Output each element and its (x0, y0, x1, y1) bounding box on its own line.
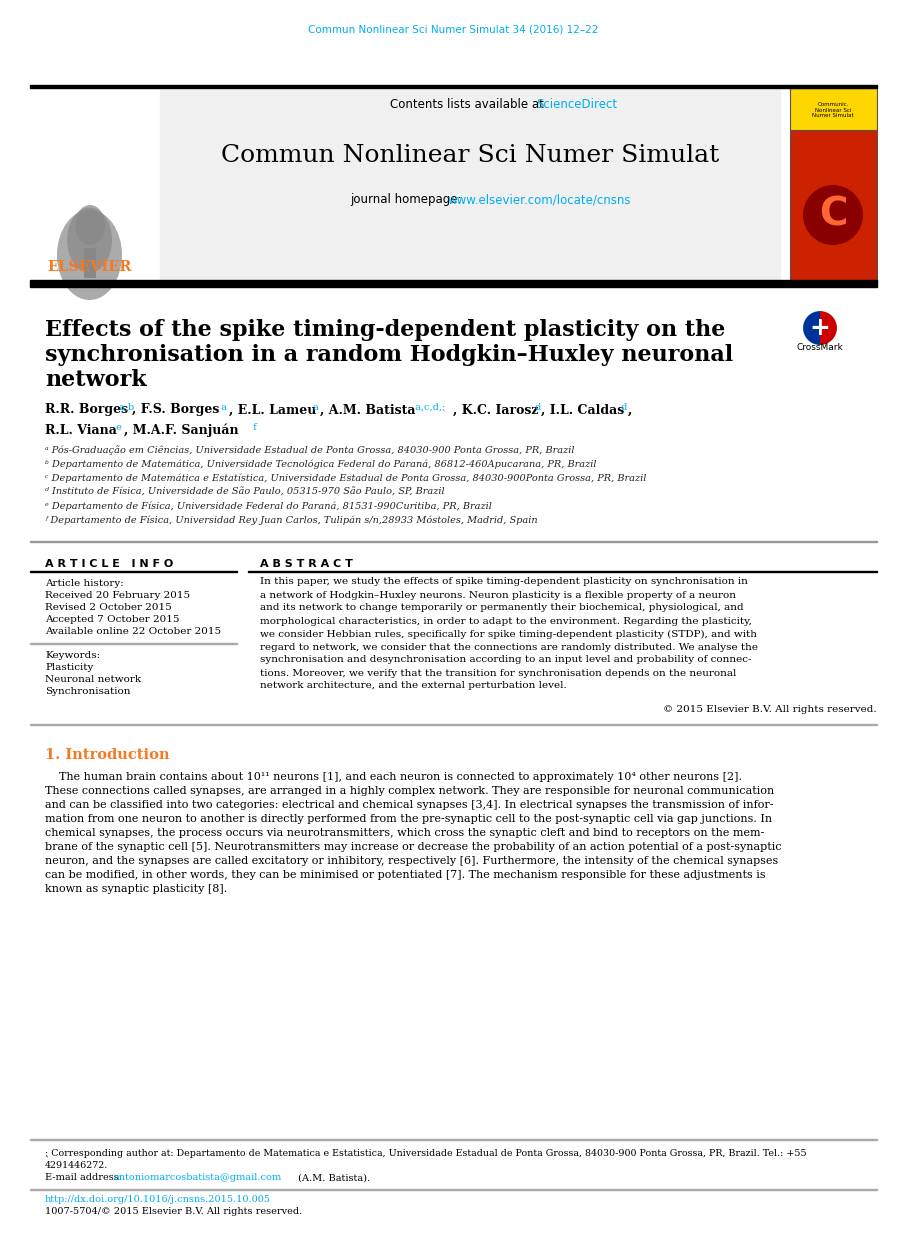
Text: 1. Introduction: 1. Introduction (45, 748, 170, 763)
Ellipse shape (75, 206, 105, 245)
Bar (160, 90, 780, 282)
Text: a,b: a,b (116, 402, 134, 411)
Text: The human brain contains about 10¹¹ neurons [1], and each neuron is connected to: The human brain contains about 10¹¹ neur… (45, 773, 742, 782)
Text: ᵈ Instituto de Física, Universidade de São Paulo, 05315-970 São Paulo, SP, Brazi: ᵈ Instituto de Física, Universidade de S… (45, 488, 444, 496)
Text: , I.L. Caldas: , I.L. Caldas (541, 404, 624, 416)
Text: In this paper, we study the effects of spike timing-dependent plasticity on sync: In this paper, we study the effects of s… (260, 577, 748, 587)
Text: Article history:: Article history: (45, 579, 123, 588)
Text: Contents lists available at: Contents lists available at (390, 98, 548, 110)
Text: can be modified, in other words, they can be minimised or potentiated [7]. The m: can be modified, in other words, they ca… (45, 870, 766, 880)
Text: ᶠ Departamento de Física, Universidad Rey Juan Carlos, Tulipán s/n,28933 Móstole: ᶠ Departamento de Física, Universidad Re… (45, 515, 538, 525)
Ellipse shape (67, 208, 112, 272)
Text: synchronisation in a random Hodgkin–Huxley neuronal: synchronisation in a random Hodgkin–Huxl… (45, 344, 733, 366)
Text: ᵃ Pós-Graduação em Ciências, Universidade Estadual de Ponta Grossa, 84030-900 Po: ᵃ Pós-Graduação em Ciências, Universidad… (45, 446, 574, 454)
Text: d: d (618, 402, 628, 411)
Text: a: a (310, 402, 319, 411)
Text: ,: , (628, 404, 632, 416)
Circle shape (803, 184, 863, 245)
Text: Communic.
Nonlinear Sci
Numer Simulat: Communic. Nonlinear Sci Numer Simulat (812, 102, 853, 119)
Bar (790, 88, 877, 130)
Text: , M.A.F. Sanjuán: , M.A.F. Sanjuán (124, 423, 239, 437)
Text: ᵉ Departamento de Física, Universidade Federal do Paraná, 81531-990Curitiba, PR,: ᵉ Departamento de Física, Universidade F… (45, 501, 492, 511)
Wedge shape (802, 310, 820, 345)
Text: ELSEVIER: ELSEVIER (48, 260, 132, 274)
Text: Keywords:: Keywords: (45, 651, 100, 661)
Text: chemical synapses, the process occurs via neurotransmitters, which cross the syn: chemical synapses, the process occurs vi… (45, 828, 765, 838)
Text: (A.M. Batista).: (A.M. Batista). (295, 1174, 370, 1182)
Text: , F.S. Borges: , F.S. Borges (132, 404, 219, 416)
Text: http://dx.doi.org/10.1016/j.cnsns.2015.10.005: http://dx.doi.org/10.1016/j.cnsns.2015.1… (45, 1196, 271, 1205)
Text: R.R. Borges: R.R. Borges (45, 404, 128, 416)
Text: a: a (218, 402, 227, 411)
Bar (790, 130, 877, 282)
Text: Commun Nonlinear Sci Numer Simulat: Commun Nonlinear Sci Numer Simulat (221, 144, 719, 166)
Text: E-mail address:: E-mail address: (45, 1174, 125, 1182)
Text: we consider Hebbian rules, specifically for spike timing-dependent plasticity (S: we consider Hebbian rules, specifically … (260, 629, 757, 639)
Text: ScienceDirect: ScienceDirect (536, 98, 617, 110)
Text: a network of Hodgkin–Huxley neurons. Neuron plasticity is a flexible property of: a network of Hodgkin–Huxley neurons. Neu… (260, 591, 736, 599)
Bar (84, 248, 96, 279)
Text: network: network (45, 369, 147, 391)
Text: e: e (113, 422, 122, 432)
Text: morphological characteristics, in order to adapt to the environment. Regarding t: morphological characteristics, in order … (260, 617, 752, 625)
Text: These connections called synapses, are arranged in a highly complex network. The: These connections called synapses, are a… (45, 786, 775, 796)
Text: R.L. Viana: R.L. Viana (45, 423, 117, 437)
Text: d: d (532, 402, 541, 411)
Wedge shape (820, 310, 838, 345)
Text: Commun Nonlinear Sci Numer Simulat 34 (2016) 12–22: Commun Nonlinear Sci Numer Simulat 34 (2… (307, 25, 599, 35)
Text: A B S T R A C T: A B S T R A C T (260, 560, 353, 569)
Text: ᶜ Departamento de Matemática e Estatística, Universidade Estadual de Ponta Gross: ᶜ Departamento de Matemática e Estatísti… (45, 473, 647, 483)
Text: , K.C. Iarosz: , K.C. Iarosz (453, 404, 539, 416)
Text: A R T I C L E   I N F O: A R T I C L E I N F O (45, 560, 173, 569)
Text: antoniomarcosbatista@gmail.com: antoniomarcosbatista@gmail.com (113, 1174, 281, 1182)
Text: www.elsevier.com/locate/cnsns: www.elsevier.com/locate/cnsns (447, 193, 630, 207)
Text: ⁏ Corresponding author at: Departamento de Matematica e Estatistica, Universidad: ⁏ Corresponding author at: Departamento … (45, 1149, 806, 1158)
Bar (30, 85, 877, 88)
Text: neuron, and the synapses are called excitatory or inhibitory, respectively [6]. : neuron, and the synapses are called exci… (45, 855, 778, 867)
Text: , A.M. Batista: , A.M. Batista (320, 404, 415, 416)
Text: Plasticity: Plasticity (45, 664, 93, 672)
Text: 4291446272.: 4291446272. (45, 1160, 108, 1170)
Ellipse shape (57, 210, 122, 300)
Bar (30, 280, 877, 287)
Text: Revised 2 October 2015: Revised 2 October 2015 (45, 603, 171, 613)
Text: known as synaptic plasticity [8].: known as synaptic plasticity [8]. (45, 884, 228, 894)
Text: brane of the synaptic cell [5]. Neurotransmitters may increase or decrease the p: brane of the synaptic cell [5]. Neurotra… (45, 842, 782, 852)
Text: Received 20 February 2015: Received 20 February 2015 (45, 592, 190, 600)
Text: 1007-5704/© 2015 Elsevier B.V. All rights reserved.: 1007-5704/© 2015 Elsevier B.V. All right… (45, 1207, 302, 1217)
Text: regard to network, we consider that the connections are randomly distributed. We: regard to network, we consider that the … (260, 643, 758, 651)
Text: f: f (250, 422, 257, 432)
Text: , E.L. Lameu: , E.L. Lameu (229, 404, 317, 416)
Text: journal homepage:: journal homepage: (350, 193, 465, 207)
Text: and can be classified into two categories: electrical and chemical synapses [3,4: and can be classified into two categorie… (45, 800, 774, 810)
Text: Neuronal network: Neuronal network (45, 676, 141, 685)
Text: Accepted 7 October 2015: Accepted 7 October 2015 (45, 615, 180, 624)
Bar (32, 118, 157, 279)
Text: Effects of the spike timing-dependent plasticity on the: Effects of the spike timing-dependent pl… (45, 319, 726, 340)
Text: Available online 22 October 2015: Available online 22 October 2015 (45, 628, 221, 636)
Text: network architecture, and the external perturbation level.: network architecture, and the external p… (260, 681, 567, 691)
Text: tions. Moreover, we verify that the transition for synchronisation depends on th: tions. Moreover, we verify that the tran… (260, 669, 736, 677)
Text: +: + (810, 316, 831, 340)
Text: ᵇ Departamento de Matemática, Universidade Tecnológica Federal do Paraná, 86812-: ᵇ Departamento de Matemática, Universida… (45, 459, 597, 469)
Text: C: C (819, 196, 847, 234)
Text: © 2015 Elsevier B.V. All rights reserved.: © 2015 Elsevier B.V. All rights reserved… (663, 704, 877, 713)
Text: a,c,d,⁏: a,c,d,⁏ (412, 402, 445, 411)
Text: mation from one neuron to another is directly performed from the pre-synaptic ce: mation from one neuron to another is dir… (45, 815, 772, 825)
Text: Synchronisation: Synchronisation (45, 687, 131, 697)
Text: CrossMark: CrossMark (796, 343, 844, 353)
Text: synchronisation and desynchronisation according to an input level and probabilit: synchronisation and desynchronisation ac… (260, 655, 752, 665)
Text: and its network to change temporarily or permanently their biochemical, physiolo: and its network to change temporarily or… (260, 603, 744, 613)
